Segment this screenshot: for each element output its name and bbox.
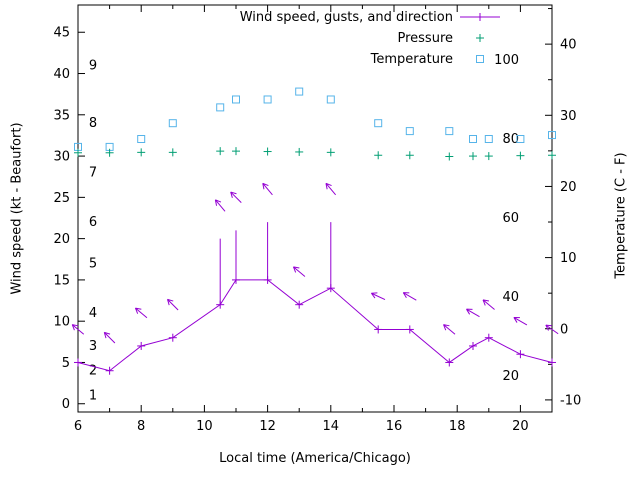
plot-border [77, 4, 553, 413]
svg-text:0: 0 [560, 322, 568, 337]
svg-text:5: 5 [62, 356, 70, 371]
svg-text:8: 8 [137, 419, 145, 434]
svg-text:10: 10 [560, 251, 577, 266]
svg-text:2: 2 [89, 364, 97, 379]
svg-text:18: 18 [449, 419, 466, 434]
y-right-axis: -10 0 10 20 30 40 [545, 8, 581, 408]
series-pressure [74, 147, 556, 161]
svg-text:6: 6 [74, 419, 82, 434]
svg-text:14: 14 [323, 419, 340, 434]
series-temperature [74, 87, 556, 151]
svg-text:-10: -10 [560, 393, 581, 408]
svg-text:15: 15 [53, 273, 70, 288]
svg-text:20: 20 [560, 180, 577, 195]
svg-text:35: 35 [53, 108, 70, 123]
svg-text:4: 4 [89, 306, 97, 321]
svg-text:16: 16 [386, 419, 403, 434]
svg-text:60: 60 [502, 211, 519, 226]
svg-text:10: 10 [53, 315, 70, 330]
svg-text:30: 30 [53, 150, 70, 165]
svg-text:Wind speed, gusts, and directi: Wind speed, gusts, and direction [240, 10, 453, 25]
x-axis-ticks: 6 8 10 12 14 16 18 20 [74, 5, 553, 434]
x-axis-title: Local time (America/Chicago) [219, 451, 411, 466]
fahrenheit-scale-labels: 20 40 60 80 100 [494, 53, 519, 384]
svg-text:5: 5 [89, 256, 97, 271]
svg-text:1: 1 [89, 388, 97, 403]
svg-text:7: 7 [89, 166, 97, 181]
svg-text:100: 100 [494, 53, 519, 68]
svg-text:45: 45 [53, 26, 70, 41]
svg-text:6: 6 [89, 215, 97, 230]
svg-text:12: 12 [259, 419, 276, 434]
svg-text:3: 3 [89, 339, 97, 354]
svg-text:80: 80 [502, 132, 519, 147]
svg-text:10: 10 [196, 419, 213, 434]
svg-text:20: 20 [512, 419, 529, 434]
svg-text:20: 20 [502, 369, 519, 384]
svg-text:40: 40 [53, 67, 70, 82]
legend: Wind speed, gusts, and direction Pressure… [240, 10, 500, 67]
svg-text:30: 30 [560, 109, 577, 124]
svg-text:9: 9 [89, 58, 97, 73]
svg-text:8: 8 [89, 116, 97, 131]
svg-text:0: 0 [62, 397, 70, 412]
svg-text:20: 20 [53, 232, 70, 247]
series-wind [71, 182, 559, 375]
svg-text:25: 25 [53, 191, 70, 206]
y-left-axis: 0 5 10 15 20 25 30 35 40 45 [53, 26, 85, 412]
beaufort-scale-labels: 1 2 3 4 5 6 7 8 9 [89, 58, 97, 403]
svg-text:Pressure: Pressure [397, 31, 453, 46]
svg-text:Temperature: Temperature [370, 52, 453, 67]
svg-text:40: 40 [502, 290, 519, 305]
svg-text:40: 40 [560, 38, 577, 53]
